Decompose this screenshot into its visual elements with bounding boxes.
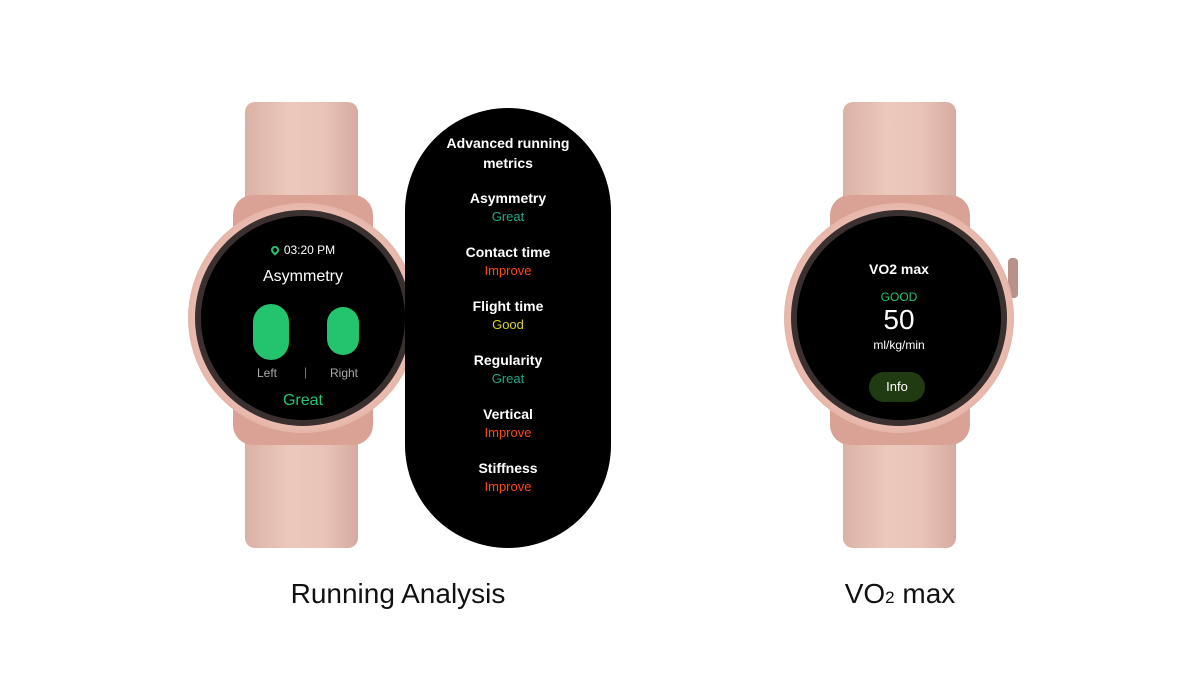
metric-item: Stiffness Improve — [405, 460, 611, 494]
info-button[interactable]: Info — [869, 372, 925, 402]
metric-status: Improve — [484, 425, 532, 440]
vo2-caption: VO2 max — [750, 578, 1050, 610]
time-row: 03:20 PM — [201, 243, 405, 257]
caption-subscript: 2 — [885, 588, 895, 607]
metric-status: Improve — [484, 263, 532, 278]
divider: | — [304, 365, 308, 379]
metrics-list: Asymmetry Great Contact time Improve Flight … — [405, 190, 611, 494]
metric-status: Good — [492, 317, 524, 332]
location-pin-icon — [269, 244, 281, 256]
watch-crown-button[interactable] — [1008, 258, 1018, 298]
running-analysis-caption: Running Analysis — [290, 578, 506, 609]
caption-text: VO — [844, 578, 886, 609]
metric-name: Regularity — [473, 352, 543, 368]
vo2-rating: GOOD — [880, 290, 918, 304]
metric-name: Contact time — [465, 244, 551, 260]
watch-screen: 03:20 PM Asymmetry Left | Right Great — [201, 216, 405, 420]
metric-item: Flight time Good — [405, 298, 611, 332]
metric-status: Great — [491, 371, 525, 386]
metric-item: Contact time Improve — [405, 244, 611, 278]
vo2-unit: ml/kg/min — [873, 338, 925, 352]
watch-bezel: VO2 max GOOD 50 ml/kg/min Info — [791, 210, 1007, 426]
advanced-metrics-panel: Advanced running metrics Asymmetry Great C… — [405, 108, 611, 548]
metric-name: Stiffness — [478, 460, 538, 476]
right-foot-indicator — [327, 307, 359, 355]
metric-item: Vertical Improve — [405, 406, 611, 440]
left-label: Left — [257, 366, 278, 380]
panel-title-line: Advanced running — [446, 135, 570, 151]
metric-status: Great — [491, 209, 525, 224]
screen-title: VO2 max — [869, 261, 929, 277]
screen-title: Asymmetry — [263, 268, 343, 285]
vo2-value: 50 — [883, 304, 915, 335]
caption-text: max — [894, 578, 956, 609]
metric-item: Asymmetry Great — [405, 190, 611, 224]
watch-screen: VO2 max GOOD 50 ml/kg/min Info — [797, 216, 1001, 420]
metric-name: Flight time — [472, 298, 544, 314]
watch-bezel: 03:20 PM Asymmetry Left | Right Great — [195, 210, 411, 426]
time-text: 03:20 PM — [283, 243, 336, 257]
right-label: Right — [330, 366, 359, 380]
metric-item: Regularity Great — [405, 352, 611, 386]
metric-name: Vertical — [483, 406, 533, 422]
panel-title: Advanced running metrics — [405, 133, 611, 173]
watch-case: 03:20 PM Asymmetry Left | Right Great — [188, 203, 418, 433]
asymmetry-status: Great — [282, 392, 323, 409]
left-foot-indicator — [253, 304, 289, 360]
metric-status: Improve — [484, 479, 532, 494]
panel-title-line: metrics — [483, 155, 533, 171]
watch-case: VO2 max GOOD 50 ml/kg/min Info — [784, 203, 1014, 433]
metric-name: Asymmetry — [469, 190, 547, 206]
